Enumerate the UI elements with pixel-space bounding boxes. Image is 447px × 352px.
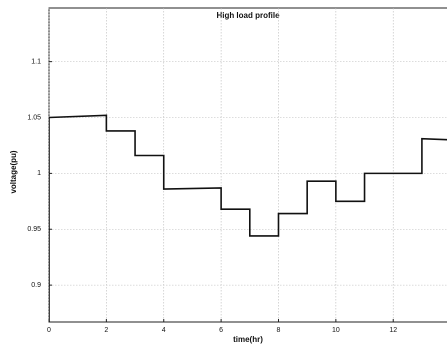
x-tick-label: 8 — [277, 327, 281, 334]
x-tick-label: 6 — [219, 327, 223, 334]
y-tick-label: 0.9 — [31, 282, 41, 289]
x-tick-label: 12 — [389, 327, 397, 334]
y-tick-label: 1.1 — [31, 58, 41, 65]
x-tick-label: 2 — [104, 327, 108, 334]
line-series — [49, 115, 447, 322]
x-tick-label: 4 — [162, 327, 166, 334]
y-tick-label: 1 — [37, 170, 41, 177]
x-tick-label: 0 — [47, 327, 51, 334]
chart-title: High load profile — [216, 11, 280, 20]
y-tick-label: 0.95 — [27, 226, 41, 233]
x-tick-label: 10 — [332, 327, 340, 334]
plot-area — [49, 115, 447, 322]
plot-frame — [49, 8, 447, 322]
x-axis-label: time(hr) — [233, 335, 263, 344]
y-axis-label: voltage(pu) — [9, 150, 18, 193]
y-tick-label: 1.05 — [27, 114, 41, 121]
